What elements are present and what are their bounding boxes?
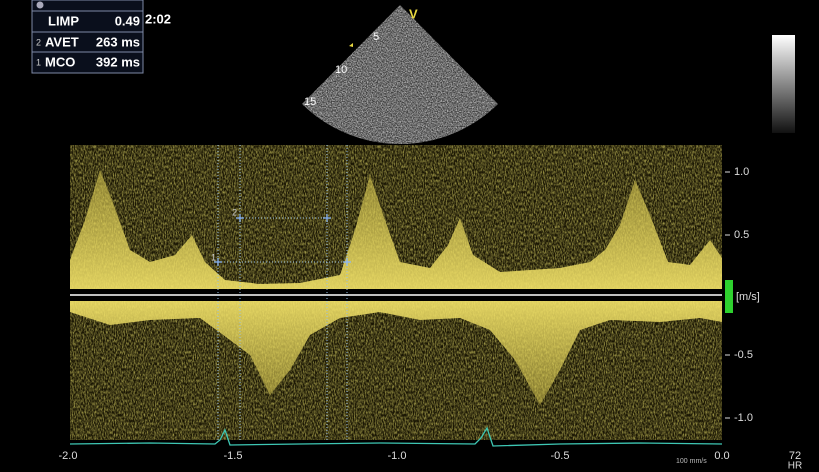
time-tick: -1.5 — [224, 450, 243, 462]
time-tick: -0.5 — [551, 450, 570, 462]
baseline-marker — [725, 280, 733, 313]
caliper-label: 1 — [211, 252, 216, 262]
ecg-trace — [69, 426, 723, 447]
heart-rate-label: HR — [788, 461, 802, 472]
meas-label: AVET — [45, 34, 79, 49]
velocity-tick: 1.0 — [734, 166, 749, 178]
time-tick: -1.0 — [388, 450, 407, 462]
meas-value: 392 ms — [96, 54, 140, 69]
probe-marker: V — [409, 6, 418, 21]
sector-texture — [302, 5, 498, 145]
focus-marker — [349, 43, 353, 47]
caliper-label: 2 — [232, 207, 237, 217]
time-tick: -2.0 — [59, 450, 78, 462]
depth-label: 5 — [373, 31, 379, 43]
meas-label: LIMP — [48, 13, 79, 28]
meas-value: 263 ms — [96, 34, 140, 49]
gray-scale-bar — [772, 35, 795, 133]
meas-value: 0.49 — [115, 13, 140, 28]
depth-label: 15 — [304, 96, 316, 108]
meas-index: 2 — [36, 37, 41, 47]
clock: 2:02 — [145, 11, 171, 26]
meas-index: 1 — [36, 57, 41, 67]
box-frame — [31, 0, 144, 74]
caliper-cross — [214, 214, 351, 266]
heart-rate: 72 — [789, 450, 801, 462]
time-axis: -2.0 -1.5 -1.0 -0.5 0.0 — [59, 450, 730, 462]
time-tick: 0.0 — [714, 450, 729, 462]
measurement-box: LIMP 0.49 2 AVET 263 ms 1 MCO 392 ms — [31, 0, 144, 74]
reverse-flow — [70, 300, 722, 405]
velocity-axis: 1.0 0.5 -0.5 -1.0 [m/s] — [725, 166, 760, 424]
calipers: 1 2 — [211, 145, 351, 440]
tick-marks — [725, 171, 730, 419]
velocity-tick: -0.5 — [734, 349, 753, 361]
sector-image: V 5 10 15 — [302, 5, 498, 145]
sweep-speed: 100 mm/s — [676, 458, 707, 465]
meas-label: MCO — [45, 54, 75, 69]
icon — [36, 1, 44, 9]
doppler-spectrum — [70, 145, 722, 440]
depth-label: 10 — [335, 64, 347, 76]
velocity-tick: 0.5 — [734, 229, 749, 241]
forward-flow — [70, 170, 722, 292]
velocity-unit: [m/s] — [736, 291, 760, 303]
velocity-tick: -1.0 — [734, 412, 753, 424]
